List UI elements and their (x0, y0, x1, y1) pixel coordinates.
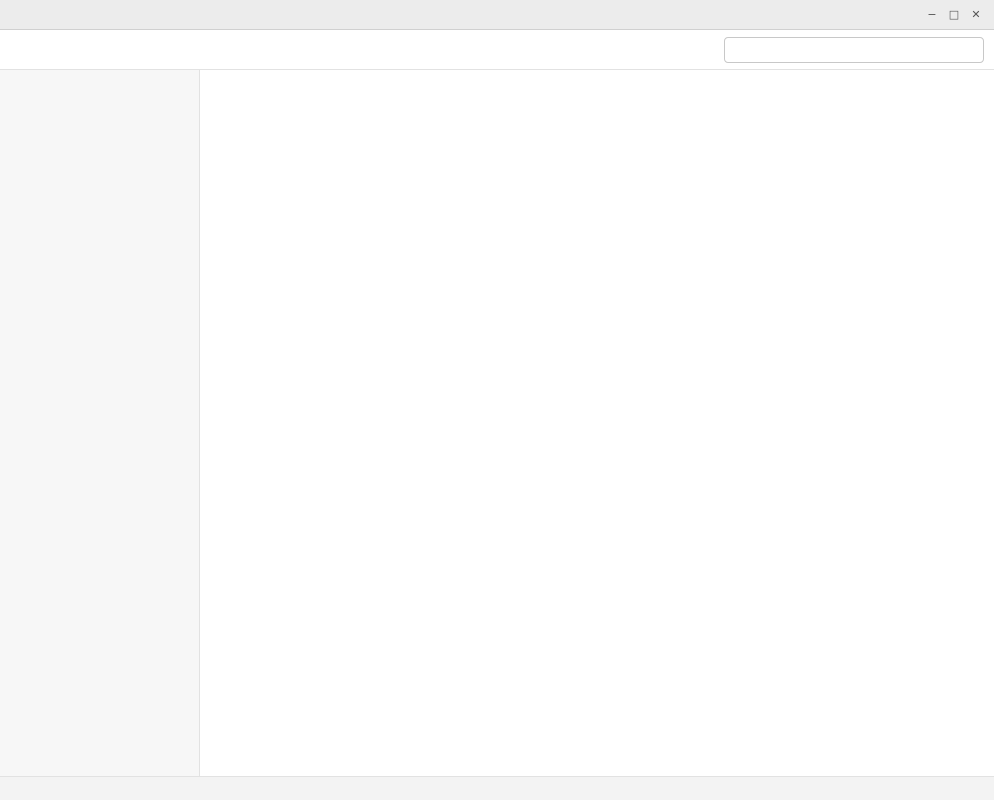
title-bar: − □ ✕ (0, 0, 994, 30)
content-area (0, 70, 994, 776)
sidebar (0, 70, 200, 776)
close-icon[interactable]: ✕ (971, 8, 981, 21)
window-controls: − □ ✕ (924, 7, 984, 23)
minimize-icon[interactable]: − (927, 8, 937, 21)
maximize-icon[interactable]: □ (948, 8, 960, 21)
main-panel (200, 70, 994, 776)
toolbar (0, 30, 994, 70)
status-bar (0, 776, 994, 800)
search-input[interactable] (724, 36, 984, 63)
